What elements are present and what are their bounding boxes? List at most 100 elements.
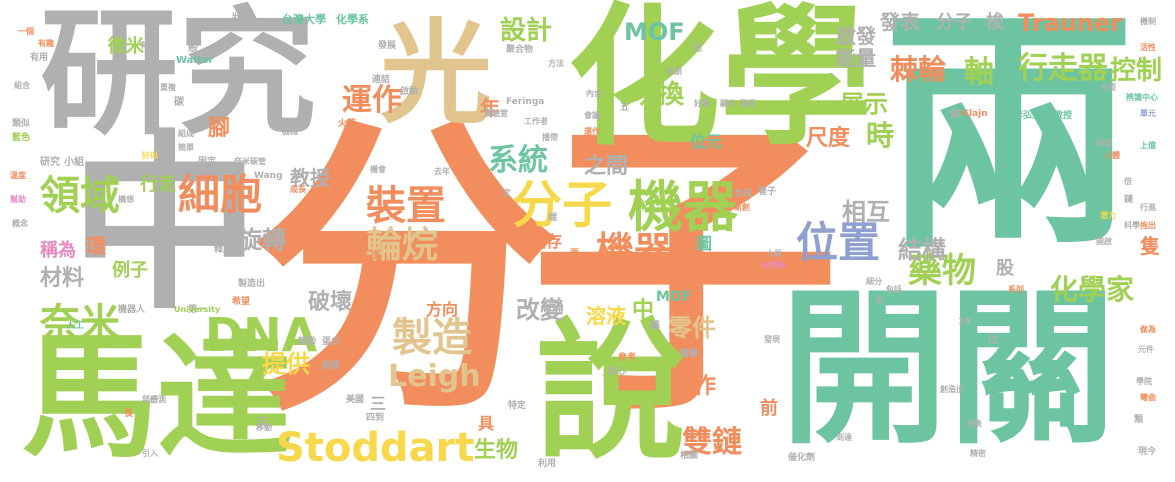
word-chucun: 儲存 — [530, 232, 563, 251]
word-ci: 次 — [370, 251, 380, 262]
word-guding: 固定 — [198, 157, 217, 167]
word-huaxuexi-small: 化學系 — [762, 261, 786, 270]
word-bianshizhongxin: 辨識中心 — [1126, 93, 1158, 102]
word-yidong: 移動 — [256, 423, 272, 432]
word-hua: 化 — [692, 43, 702, 54]
word-yuanjian: 元件 — [1138, 345, 1154, 354]
word-hecheng: 合成 — [734, 189, 753, 199]
word-meiguo: 美國 — [346, 395, 365, 405]
word-youji: 有機 — [140, 41, 156, 50]
word-zuhe: 組合 — [14, 81, 30, 90]
word-lingjian: 零件 — [668, 314, 716, 342]
word-gongzuozhe: 工作者 — [524, 117, 548, 126]
word-shiyan: 實驗 — [680, 349, 699, 359]
word-zhijian: 之間 — [584, 154, 629, 179]
word-ban: 般 — [188, 43, 198, 54]
word-jiaoshou: 教授 — [290, 166, 330, 190]
word-youqu: 有趣 — [38, 39, 54, 48]
word-trauner: Trauner — [1018, 9, 1123, 37]
word-feringa: Feringa — [506, 97, 545, 107]
word-zuowei: 做為 — [1140, 325, 1156, 334]
word-gaibian: 改變 — [516, 296, 564, 324]
word-duan: 端 — [548, 213, 558, 223]
word-wei: 位 — [988, 335, 998, 346]
word-xingzouqi: 行走器 — [1018, 51, 1108, 86]
word-tuochu: 拖出 — [1140, 221, 1156, 230]
word-qidong: 啟動 — [400, 87, 419, 97]
word-jiaoshou-small: 教授 — [1054, 111, 1073, 121]
word-taida: 台灣大學 — [282, 13, 326, 26]
word-faxian: 發現 — [764, 335, 780, 344]
word-xinchuang: 新創 — [734, 203, 750, 212]
word-hexin: 核心 — [608, 367, 627, 377]
word-wang: Wang — [254, 171, 283, 181]
word-qian: 前 — [760, 398, 778, 419]
word-zhong-small: 中 — [632, 298, 655, 323]
word-lianjie: 連結 — [372, 75, 391, 85]
word-liang: 兩 — [882, 0, 1138, 284]
word-zhi: 隻 — [1140, 234, 1160, 258]
word-geng: 更 — [570, 249, 580, 259]
word-jizhi: 機制 — [1140, 17, 1156, 26]
word-yanfa: 研發 — [1096, 139, 1112, 148]
word-zheng: 正 — [258, 417, 268, 427]
word-huaxuexi: 化學系 — [336, 13, 369, 26]
word-renyuan: 人員 — [766, 249, 782, 258]
word-zhou: 軸 — [964, 55, 994, 90]
word-zhong: 中 — [70, 114, 261, 335]
word-jingmi: 精密 — [970, 449, 986, 458]
word-naimi: 奈米 — [40, 301, 120, 347]
word-teding: 特定 — [508, 401, 527, 411]
word-xiwang: 希望 — [232, 297, 251, 307]
word-xingzou: 行走 — [140, 174, 176, 195]
word-jiqi-small: 機器 — [596, 229, 673, 273]
word-wen: 文 — [502, 189, 512, 199]
word-haoxiang: 好像 — [694, 99, 710, 108]
word-wanqu: 彎曲 — [1140, 393, 1156, 402]
word-tu: 圖 — [696, 234, 713, 253]
word-zuzhuang: 組裝 — [322, 361, 341, 371]
word-wendu: 溫度 — [10, 171, 26, 180]
word-chengzhang: 成長 — [290, 185, 306, 194]
word-nengliang: 能量 — [836, 46, 876, 70]
word-shi: 時 — [866, 119, 895, 152]
word-beihou: 背後 — [966, 419, 982, 428]
word-huan: 環 — [86, 234, 106, 258]
word-klajn: Klajn — [962, 109, 988, 119]
word-fangxiang: 方向 — [426, 300, 459, 319]
word-lihongwen: 李弘文 — [1014, 111, 1042, 121]
word-weiyuan: 位元 — [690, 132, 723, 151]
word-huojian: 火箭 — [338, 119, 357, 129]
word-yue: 約 — [876, 295, 884, 304]
word-fabiao: 發表 — [880, 10, 920, 34]
word-stoddart: Stoddart — [276, 425, 475, 471]
word-cuihuaji: 催化劑 — [788, 453, 816, 463]
word-jilun: 棘輪 — [890, 53, 947, 86]
word-lucheng: 路程 — [740, 99, 756, 108]
word-liyong: 利用 — [538, 459, 557, 469]
word-zhuangzhi: 裝置 — [366, 183, 446, 229]
word-leisi: 類似 — [12, 119, 31, 129]
word-tigong: 提供 — [262, 350, 310, 378]
word-bufen: 部份 — [142, 395, 158, 404]
word-jiandan: 簡單 — [178, 143, 194, 152]
word-gainian: 概念 — [12, 219, 28, 228]
word-yaowu: 藥物 — [908, 251, 976, 291]
word-gu: 股 — [996, 258, 1014, 279]
word-huaxuejia: 化學家 — [1050, 273, 1135, 306]
word-sheji: 設計 — [500, 16, 553, 46]
word-gouxiang: 構想 — [118, 195, 134, 204]
word-fangfa: 方法 — [548, 59, 564, 68]
word-kaiguan: 開關 — [780, 271, 1116, 467]
word-daoda: 到達 — [836, 433, 852, 442]
word-naimitanguan: 奈米碳管 — [234, 157, 266, 166]
word-yinru: 引入 — [142, 449, 158, 458]
word-haosi: 好似 — [142, 151, 158, 160]
word-jiqi: 機器 — [628, 175, 739, 239]
word-kongzhi: 控制 — [1110, 56, 1163, 86]
word-weimi: 微米 — [108, 36, 144, 57]
word-bangzhu: 幫助 — [10, 195, 26, 204]
word-fenzi-large: 分子 — [250, 92, 840, 453]
word-yige: 一個 — [18, 27, 34, 36]
word-jiao: 腳 — [208, 116, 231, 141]
